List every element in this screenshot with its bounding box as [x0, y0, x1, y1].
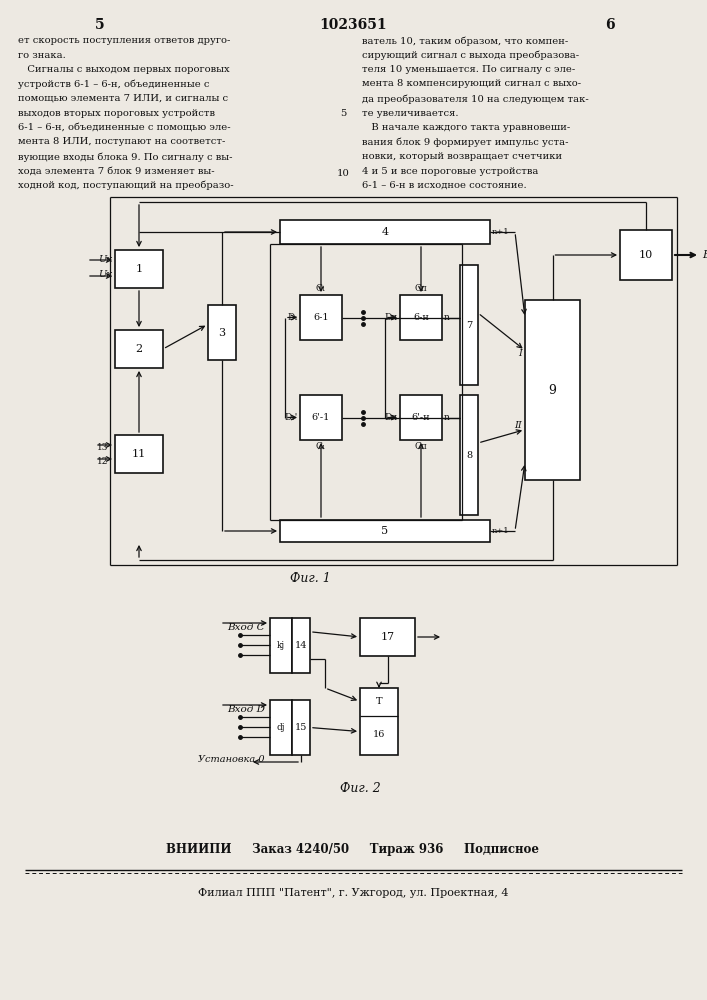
Text: Вход C: Вход C [228, 624, 265, 633]
Bar [400, 395, 442, 440]
Text: 16: 16 [373, 730, 385, 739]
Text: Uк: Uк [98, 270, 112, 279]
Text: D₁: D₁ [287, 313, 298, 322]
Text: те увеличивается.: те увеличивается. [362, 108, 459, 117]
Text: 12: 12 [97, 457, 108, 466]
Text: 3: 3 [218, 328, 226, 338]
Text: 6-н: 6-н [413, 313, 429, 322]
Text: 1: 1 [136, 264, 143, 274]
Bar [270, 700, 292, 755]
Text: T: T [375, 697, 382, 706]
Text: 1023651: 1023651 [319, 18, 387, 32]
Text: ватель 10, таким образом, что компен-: ватель 10, таким образом, что компен- [362, 36, 568, 45]
Text: хода элемента 7 блок 9 изменяет вы-: хода элемента 7 блок 9 изменяет вы- [18, 166, 215, 176]
Text: dj: dj [276, 723, 285, 732]
Text: В начале каждого такта уравновеши-: В начале каждого такта уравновеши- [362, 123, 571, 132]
Text: выходов вторых пороговых устройств: выходов вторых пороговых устройств [18, 108, 215, 117]
Bar [525, 300, 580, 480]
Text: C₁: C₁ [316, 442, 326, 451]
Text: 5: 5 [382, 526, 389, 536]
Text: 13: 13 [97, 443, 108, 452]
Bar [460, 265, 478, 385]
Text: ВНИИПИ     Заказ 4240/50     Тираж 936     Подписное: ВНИИПИ Заказ 4240/50 Тираж 936 Подписное [167, 843, 539, 856]
Text: новки, который возвращает счетчики: новки, который возвращает счетчики [362, 152, 562, 161]
Text: Cп: Cп [414, 442, 428, 451]
Bar [115, 250, 163, 288]
Bar [280, 520, 490, 542]
Text: Сигналы с выходом первых пороговых: Сигналы с выходом первых пороговых [18, 65, 230, 74]
Text: 2: 2 [136, 344, 143, 354]
Text: n+1: n+1 [492, 228, 510, 236]
Bar [360, 688, 398, 755]
Bar [400, 295, 442, 340]
Text: 4 и 5 и все пороговые устройства: 4 и 5 и все пороговые устройства [362, 166, 538, 176]
Text: 11: 11 [132, 449, 146, 459]
Text: 14: 14 [295, 641, 308, 650]
Text: Фиг. 2: Фиг. 2 [339, 782, 380, 795]
Text: 8: 8 [466, 450, 472, 460]
Bar [300, 295, 342, 340]
Text: 5: 5 [95, 18, 105, 32]
Text: ет скорость поступления ответов друго-: ет скорость поступления ответов друго- [18, 36, 230, 45]
Bar [292, 700, 310, 755]
Bar [292, 618, 310, 673]
Text: ходной код, поступающий на преобразо-: ходной код, поступающий на преобразо- [18, 181, 233, 190]
Text: сирующий сигнал с выхода преобразова-: сирующий сигнал с выхода преобразова- [362, 50, 579, 60]
Text: n+1: n+1 [492, 527, 510, 535]
Text: Фиг. 1: Фиг. 1 [290, 572, 330, 585]
Text: Dп: Dп [385, 313, 398, 322]
Text: мента 8 компенсирующий сигнал с выхо-: мента 8 компенсирующий сигнал с выхо- [362, 80, 581, 89]
Text: теля 10 уменьшается. По сигналу с эле-: теля 10 уменьшается. По сигналу с эле- [362, 65, 575, 74]
Text: 9: 9 [549, 383, 556, 396]
Text: Установка 0: Установка 0 [199, 756, 265, 764]
Text: C₁: C₁ [316, 284, 326, 293]
Text: kj: kj [277, 641, 285, 650]
Text: 6-1 – 6-н в исходное состояние.: 6-1 – 6-н в исходное состояние. [362, 181, 527, 190]
Text: помощью элемента 7 ИЛИ, и сигналы с: помощью элемента 7 ИЛИ, и сигналы с [18, 94, 228, 103]
Text: вующие входы блока 9. По сигналу с вы-: вующие входы блока 9. По сигналу с вы- [18, 152, 233, 161]
Text: n: n [444, 313, 450, 322]
Bar [300, 395, 342, 440]
Text: 6'-1: 6'-1 [312, 413, 330, 422]
Text: вания блок 9 формирует импульс уста-: вания блок 9 формирует импульс уста- [362, 137, 568, 147]
Text: Uк: Uк [98, 255, 112, 264]
Text: Филиал ППП "Патент", г. Ужгород, ул. Проектная, 4: Филиал ППП "Патент", г. Ужгород, ул. Про… [198, 888, 508, 898]
Text: 6-1 – 6-н, объединенные с помощью эле-: 6-1 – 6-н, объединенные с помощью эле- [18, 123, 230, 132]
Text: D₁': D₁' [285, 413, 298, 422]
Bar [280, 220, 490, 244]
Bar [360, 618, 415, 656]
Text: Dп: Dп [385, 413, 398, 422]
Text: II: II [514, 422, 522, 430]
Text: 7: 7 [466, 320, 472, 330]
Text: 6'-н: 6'-н [411, 413, 431, 422]
Bar [115, 435, 163, 473]
Text: устройств 6-1 – 6-н, объединенные с: устройств 6-1 – 6-н, объединенные с [18, 80, 209, 89]
Bar [115, 330, 163, 368]
Text: го знака.: го знака. [18, 50, 66, 60]
Text: 17: 17 [380, 632, 395, 642]
Text: n: n [444, 413, 450, 422]
Text: 10: 10 [337, 168, 349, 178]
Text: Вход D: Вход D [227, 706, 265, 714]
Text: 5: 5 [340, 108, 346, 117]
Bar [208, 305, 236, 360]
Text: 6-1: 6-1 [313, 313, 329, 322]
Bar [270, 618, 292, 673]
Text: мента 8 ИЛИ, поступают на соответст-: мента 8 ИЛИ, поступают на соответст- [18, 137, 226, 146]
Text: 4: 4 [382, 227, 389, 237]
Bar [620, 230, 672, 280]
Text: 6: 6 [605, 18, 615, 32]
Text: 15: 15 [295, 723, 307, 732]
Text: Cп: Cп [414, 284, 428, 293]
Text: I: I [518, 350, 522, 359]
Text: 10: 10 [639, 250, 653, 260]
Bar [460, 395, 478, 515]
Text: да преобразователя 10 на следующем так-: да преобразователя 10 на следующем так- [362, 94, 589, 104]
Text: Вых: Вых [702, 250, 707, 260]
